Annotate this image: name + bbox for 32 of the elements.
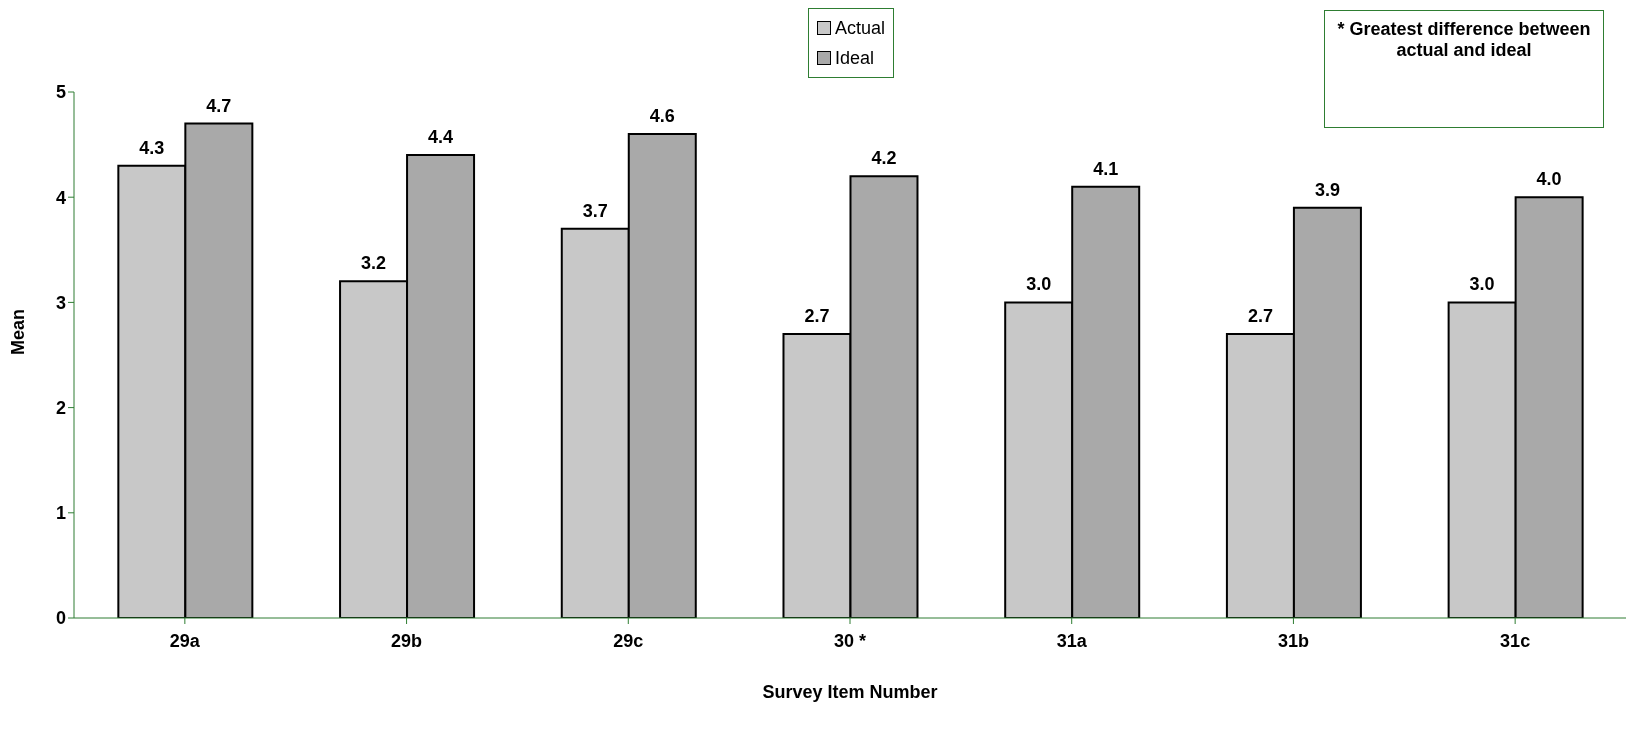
x-tick-label: 29a — [169, 630, 201, 651]
x-tick-label: 29c — [613, 630, 644, 651]
y-axis-title: Mean — [8, 308, 29, 355]
data-label: 4.4 — [428, 127, 454, 148]
y-tick-label: 3 — [55, 292, 66, 313]
data-label: 3.2 — [361, 253, 387, 274]
x-tick-label: 29b — [391, 630, 423, 651]
data-label: 4.1 — [1093, 158, 1119, 179]
x-tick-label: 31b — [1277, 630, 1309, 651]
text: * Greatest difference between actual and ideal — [1324, 10, 1604, 128]
y-tick-label: 1 — [55, 503, 66, 524]
y-tick-label: 2 — [55, 397, 66, 418]
data-label: 4.6 — [649, 106, 675, 127]
legend-label: Actual — [835, 17, 886, 40]
data-label: 4.2 — [871, 148, 897, 169]
x-tick-label: 31c — [1500, 630, 1531, 651]
data-label: 3.0 — [1469, 274, 1495, 295]
y-tick-label: 0 — [55, 608, 66, 629]
y-tick-label: 4 — [55, 187, 66, 208]
data-label: 3.0 — [1026, 274, 1052, 295]
data-label: 3.7 — [582, 200, 608, 221]
x-axis-title: Survey Item Number — [762, 682, 938, 702]
data-label: 2.7 — [804, 305, 830, 326]
y-tick-label: 5 — [55, 82, 66, 103]
data-label: 3.9 — [1314, 179, 1340, 200]
data-label: 2.7 — [1247, 305, 1273, 326]
data-label: 4.7 — [206, 95, 232, 116]
legend-label: Ideal — [835, 47, 875, 70]
data-label: 4.0 — [1536, 169, 1562, 190]
x-tick-label: 30 * — [833, 630, 867, 651]
x-tick-label: 31a — [1056, 630, 1088, 651]
data-label: 4.3 — [139, 137, 165, 158]
